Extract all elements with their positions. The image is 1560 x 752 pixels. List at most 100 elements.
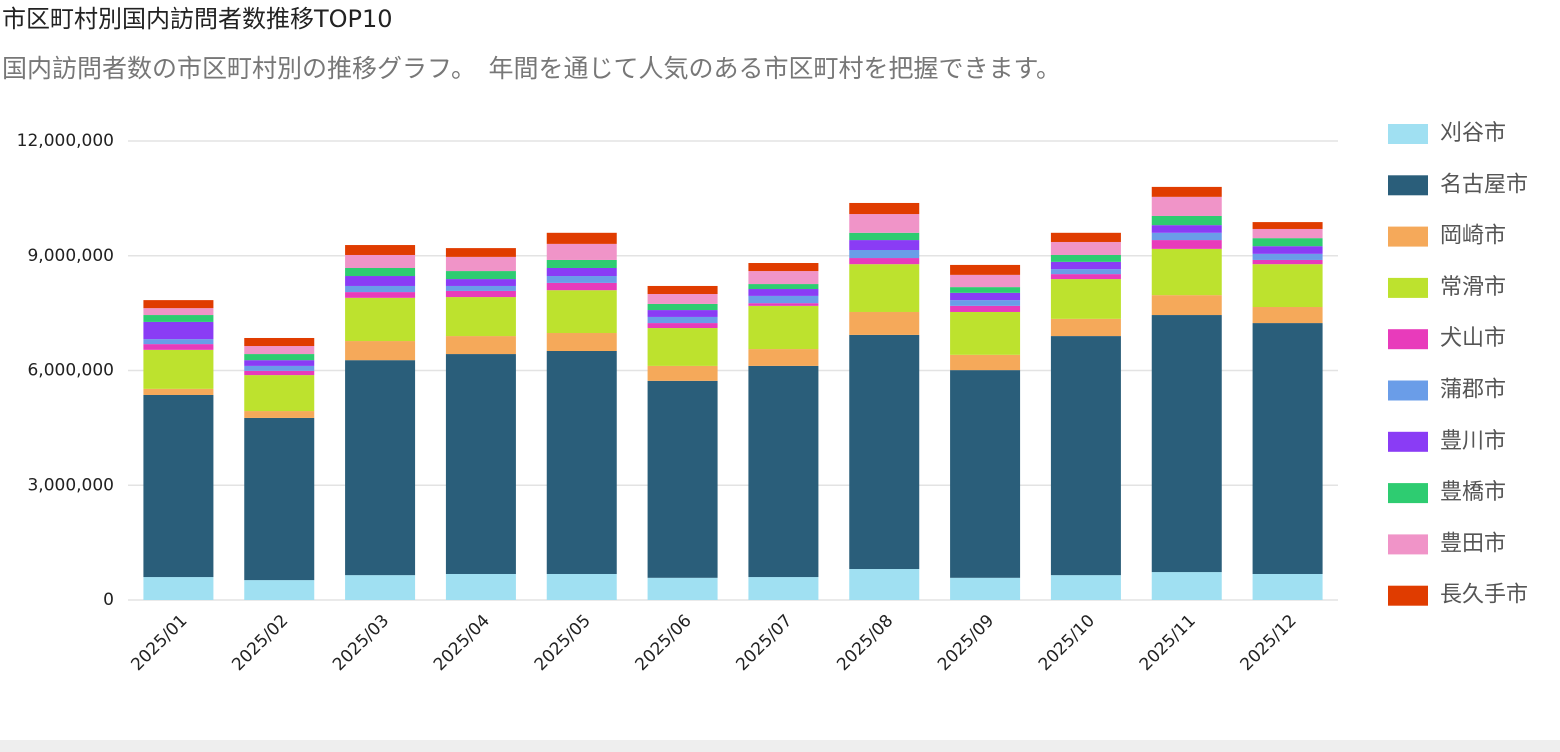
bar-segment bbox=[1050, 274, 1121, 280]
bar-segment bbox=[1151, 196, 1222, 216]
bar-segment bbox=[748, 295, 819, 304]
bar-segment bbox=[1252, 264, 1323, 308]
bar-segment bbox=[849, 264, 920, 312]
legend-label: 刈谷市 bbox=[1440, 121, 1506, 146]
y-tick-label: 6,000,000 bbox=[27, 361, 114, 381]
y-tick-label: 12,000,000 bbox=[17, 131, 114, 151]
bar-segment bbox=[345, 245, 416, 255]
bar-segment bbox=[1252, 323, 1323, 574]
bar-segment bbox=[1252, 573, 1323, 600]
bar-segment bbox=[1252, 222, 1323, 229]
bar-segment bbox=[1151, 215, 1222, 226]
bar-segment bbox=[748, 349, 819, 366]
bar-segment bbox=[647, 294, 718, 304]
legend-swatch bbox=[1388, 124, 1428, 144]
bar-segment bbox=[143, 339, 214, 345]
bar-segment bbox=[1151, 572, 1222, 600]
bar-segment bbox=[1151, 186, 1222, 197]
legend-swatch bbox=[1388, 226, 1428, 247]
legend-label: 豊田市 bbox=[1440, 531, 1506, 556]
bar-segment bbox=[647, 365, 718, 381]
bar-segment bbox=[647, 285, 718, 294]
x-tick-label: 2025/05 bbox=[531, 611, 595, 675]
legend-label: 蒲郡市 bbox=[1440, 378, 1506, 403]
y-tick-label: 3,000,000 bbox=[27, 475, 114, 495]
bar-segment bbox=[1050, 575, 1121, 600]
bar-segment bbox=[849, 240, 920, 251]
bar-segment bbox=[546, 232, 617, 244]
x-tick-label: 2025/10 bbox=[1035, 611, 1099, 675]
bar-segment bbox=[1151, 225, 1222, 233]
bar-segment bbox=[345, 575, 416, 600]
legend-label: 岡崎市 bbox=[1440, 224, 1506, 249]
bar-segment bbox=[244, 411, 315, 418]
bar-segment bbox=[445, 573, 516, 600]
bar-segment bbox=[546, 573, 617, 600]
bar-segment bbox=[244, 346, 315, 355]
bar-segment bbox=[244, 417, 315, 581]
bar-segment bbox=[1050, 279, 1121, 319]
x-tick-label: 2025/12 bbox=[1237, 611, 1301, 675]
x-tick-label: 2025/06 bbox=[632, 611, 696, 675]
bar-segment bbox=[345, 341, 416, 361]
x-tick-label: 2025/03 bbox=[329, 611, 393, 675]
x-tick-label: 2025/02 bbox=[228, 611, 292, 675]
bar-segment bbox=[1252, 228, 1323, 239]
bar-segment bbox=[748, 577, 819, 600]
bar-segment bbox=[345, 285, 416, 293]
bar-segment bbox=[849, 334, 920, 570]
bar-segment bbox=[748, 303, 819, 306]
bar-segment bbox=[1151, 232, 1222, 241]
bar-segment bbox=[546, 282, 617, 291]
bar-segment bbox=[244, 360, 315, 366]
bar-segment bbox=[647, 577, 718, 600]
x-tick-label: 2025/07 bbox=[732, 611, 796, 675]
bar-segment bbox=[647, 316, 718, 324]
bar-segment bbox=[1252, 238, 1323, 247]
bar-segment bbox=[143, 577, 214, 600]
bar-segment bbox=[143, 388, 214, 395]
bar-segment bbox=[647, 380, 718, 578]
bar-segment bbox=[244, 580, 315, 600]
bar-segment bbox=[647, 328, 718, 366]
bar-segment bbox=[1252, 259, 1323, 265]
bar-segment bbox=[244, 370, 315, 376]
footer-strip bbox=[0, 740, 1560, 752]
bar-segment bbox=[849, 202, 920, 215]
bar-segment bbox=[1050, 232, 1121, 242]
bar-segment bbox=[950, 300, 1021, 306]
bar-segment bbox=[445, 285, 516, 291]
legend-swatch bbox=[1388, 534, 1428, 555]
bar-segment bbox=[950, 354, 1021, 371]
bar-segment bbox=[143, 308, 214, 316]
bar-segment bbox=[445, 279, 516, 286]
bar-segment bbox=[143, 344, 214, 350]
bar-segment bbox=[950, 292, 1021, 301]
bar-segment bbox=[1151, 248, 1222, 296]
bar-segment bbox=[1050, 254, 1121, 262]
bar-segment bbox=[546, 243, 617, 260]
legend-swatch bbox=[1388, 431, 1428, 452]
bar-segment bbox=[546, 276, 617, 283]
bar-segment bbox=[1050, 241, 1121, 255]
bar-segment bbox=[445, 354, 516, 574]
bar-segment bbox=[950, 264, 1021, 275]
bar-segment bbox=[143, 394, 214, 578]
bar-segment bbox=[1151, 295, 1222, 316]
legend-label: 長久手市 bbox=[1440, 583, 1528, 608]
legend-swatch bbox=[1388, 277, 1428, 298]
bar-segment bbox=[1151, 240, 1222, 249]
bar-segment bbox=[445, 271, 516, 280]
x-tick-label: 2025/09 bbox=[934, 611, 998, 675]
bar-segment bbox=[748, 289, 819, 296]
bar-segment bbox=[1151, 315, 1222, 573]
bar-segment bbox=[1050, 261, 1121, 270]
bar-segment bbox=[546, 350, 617, 574]
bar-segment bbox=[950, 305, 1021, 312]
legend-label: 犬山市 bbox=[1440, 326, 1506, 351]
bar-segment bbox=[849, 250, 920, 259]
legend-swatch bbox=[1388, 175, 1428, 196]
legend-label: 名古屋市 bbox=[1440, 172, 1528, 197]
bar-segment bbox=[849, 311, 920, 335]
